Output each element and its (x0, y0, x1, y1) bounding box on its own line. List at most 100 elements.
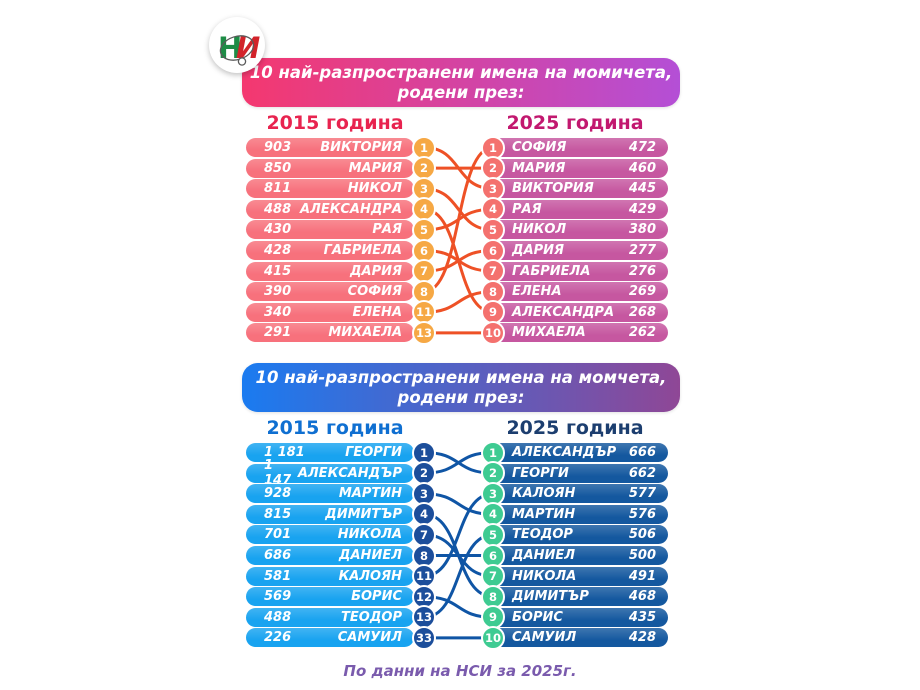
name-label: ВИКТОРИЯ (320, 140, 402, 155)
rank-row-2025: КАЛОЯН 577 (482, 484, 668, 504)
name-label: МИХАЕЛА (328, 325, 402, 341)
count-2015: 340 (264, 304, 292, 320)
count-2015: 430 (264, 222, 292, 238)
count-2015: 1 181 (264, 445, 305, 460)
rank-row-2015: 928 МАРТИН (246, 484, 414, 504)
girls-banner-line1: 10 най-разпространени имена на момичета, (249, 62, 673, 82)
rank-row-2025: ВИКТОРИЯ 445 (482, 179, 668, 199)
count-2015: 686 (264, 548, 292, 563)
rank-row-2025: МАРТИН 576 (482, 504, 668, 524)
name-label: ДИМИТЪР (325, 506, 402, 522)
count-2025: 429 (628, 201, 656, 217)
rank-row-2025: РАЯ 429 (482, 199, 668, 219)
nsi-logo: Н И (209, 17, 265, 73)
girls-rows: 903 ВИКТОРИЯ 1 850 МАРИЯ 2 811 НИКОЛ 3 488 АЛЕКСАН… (0, 58, 920, 358)
girls-2025-header: 2025 година (506, 112, 644, 134)
girls-banner-line2: родени през: (397, 82, 525, 102)
name-label: СОФИЯ (347, 284, 402, 300)
name-label: ЕЛЕНА (512, 284, 562, 300)
count-2015: 488 (264, 201, 292, 217)
name-label: СОФИЯ (512, 140, 567, 155)
rank-row-2015: 581 КАЛОЯН (246, 566, 414, 586)
rank-row-2025: ТЕОДОР 506 (482, 525, 668, 545)
rank-row-2015: 569 БОРИС (246, 587, 414, 607)
rank-row-2025: ДАНИЕЛ 500 (482, 546, 668, 565)
rank-row-2025: НИКОЛ 380 (482, 220, 668, 240)
girls-banner: 10 най-разпространени имена на момичета,… (242, 58, 680, 107)
rank-row-2015: 1 181 ГЕОРГИ (246, 443, 414, 462)
count-2015: 581 (264, 568, 292, 584)
name-label: ГЕОРГИ (512, 465, 569, 481)
rank-row-2015: 850 МАРИЯ (246, 158, 414, 178)
count-2025: 460 (628, 160, 656, 176)
name-label: ГЕОРГИ (345, 445, 402, 460)
name-label: МАРТИН (512, 506, 576, 522)
count-2015: 291 (264, 325, 292, 341)
count-2015: 701 (264, 527, 292, 543)
count-2025: 662 (628, 465, 656, 481)
rank-row-2015: 686 ДАНИЕЛ (246, 546, 414, 565)
name-label: АЛЕКСАНДРА (512, 304, 615, 320)
rank-row-2025: ГАБРИЕЛА 276 (482, 261, 668, 281)
count-2025: 435 (628, 609, 656, 625)
count-2025: 491 (628, 568, 656, 584)
rank-row-2015: 428 ГАБРИЕЛА (246, 241, 414, 260)
boys-rows: 1 181 ГЕОРГИ 1 1 147 АЛЕКСАНДЪР 2 928 МАРТИН 3 81… (0, 363, 920, 663)
name-label: МАРИЯ (512, 160, 566, 176)
name-label: МИХАЕЛА (512, 325, 586, 341)
rank-row-2025: АЛЕКСАНДРА 268 (482, 302, 668, 322)
name-label: АЛЕКСАНДРА (299, 201, 402, 217)
rank-row-2015: 415 ДАРИЯ (246, 261, 414, 281)
count-2015: 903 (264, 140, 292, 155)
source-note: По данни на НСИ за 2025г. (343, 662, 577, 680)
rank-row-2025: ДАРИЯ 277 (482, 241, 668, 260)
count-2015: 569 (264, 589, 292, 605)
count-2025: 380 (628, 222, 656, 238)
rank-row-2015: 226 САМУИЛ (246, 628, 414, 648)
count-2025: 428 (628, 630, 656, 646)
rank-row-2015: 488 АЛЕКСАНДРА (246, 199, 414, 219)
name-label: АЛЕКСАНДЪР (512, 445, 617, 460)
name-label: ДАНИЕЛ (512, 548, 576, 563)
nsi-logo-icon: Н И (218, 31, 260, 66)
count-2015: 850 (264, 160, 292, 176)
count-2025: 468 (628, 589, 656, 605)
name-label: ГАБРИЕЛА (512, 263, 591, 279)
rank-row-2025: БОРИС 435 (482, 607, 668, 627)
name-label: ГАБРИЕЛА (323, 243, 402, 258)
name-label: МАРИЯ (348, 160, 402, 176)
count-2015: 811 (264, 181, 292, 197)
name-label: БОРИС (512, 609, 563, 625)
count-2015: 428 (264, 243, 292, 258)
rank-row-2025: АЛЕКСАНДЪР 666 (482, 443, 668, 462)
boys-banner-line1: 10 най-разпространени имена на момчета, (255, 367, 667, 387)
name-label: КАЛОЯН (512, 486, 576, 502)
rank-row-2025: МАРИЯ 460 (482, 158, 668, 178)
count-2025: 277 (628, 243, 656, 258)
count-2015: 415 (264, 263, 292, 279)
rank-row-2025: МИХАЕЛА 262 (482, 323, 668, 343)
rank-row-2015: 430 РАЯ (246, 220, 414, 240)
name-label: ТЕОДОР (341, 609, 402, 625)
rank-row-2015: 811 НИКОЛ (246, 179, 414, 199)
boys-banner: 10 най-разпространени имена на момчета, … (242, 363, 680, 412)
rank-badge-2025: 10 (481, 625, 505, 650)
rank-row-2015: 291 МИХАЕЛА (246, 323, 414, 343)
name-label: НИКОЛ (347, 181, 402, 197)
rank-row-2015: 340 ЕЛЕНА (246, 302, 414, 322)
count-2025: 500 (628, 548, 656, 563)
rank-row-2015: 903 ВИКТОРИЯ (246, 138, 414, 157)
girls-2015-header: 2015 година (266, 112, 404, 134)
count-2015: 226 (264, 630, 292, 646)
boys-banner-line2: родени през: (397, 387, 525, 407)
count-2025: 262 (628, 325, 656, 341)
rank-row-2025: САМУИЛ 428 (482, 628, 668, 648)
name-label: НИКОЛА (337, 527, 402, 543)
rank-row-2025: НИКОЛА 491 (482, 566, 668, 586)
name-label: РАЯ (372, 222, 402, 238)
name-label: НИКОЛ (512, 222, 567, 238)
name-label: САМУИЛ (512, 630, 577, 646)
count-2025: 276 (628, 263, 656, 279)
name-label: ВИКТОРИЯ (512, 181, 594, 197)
